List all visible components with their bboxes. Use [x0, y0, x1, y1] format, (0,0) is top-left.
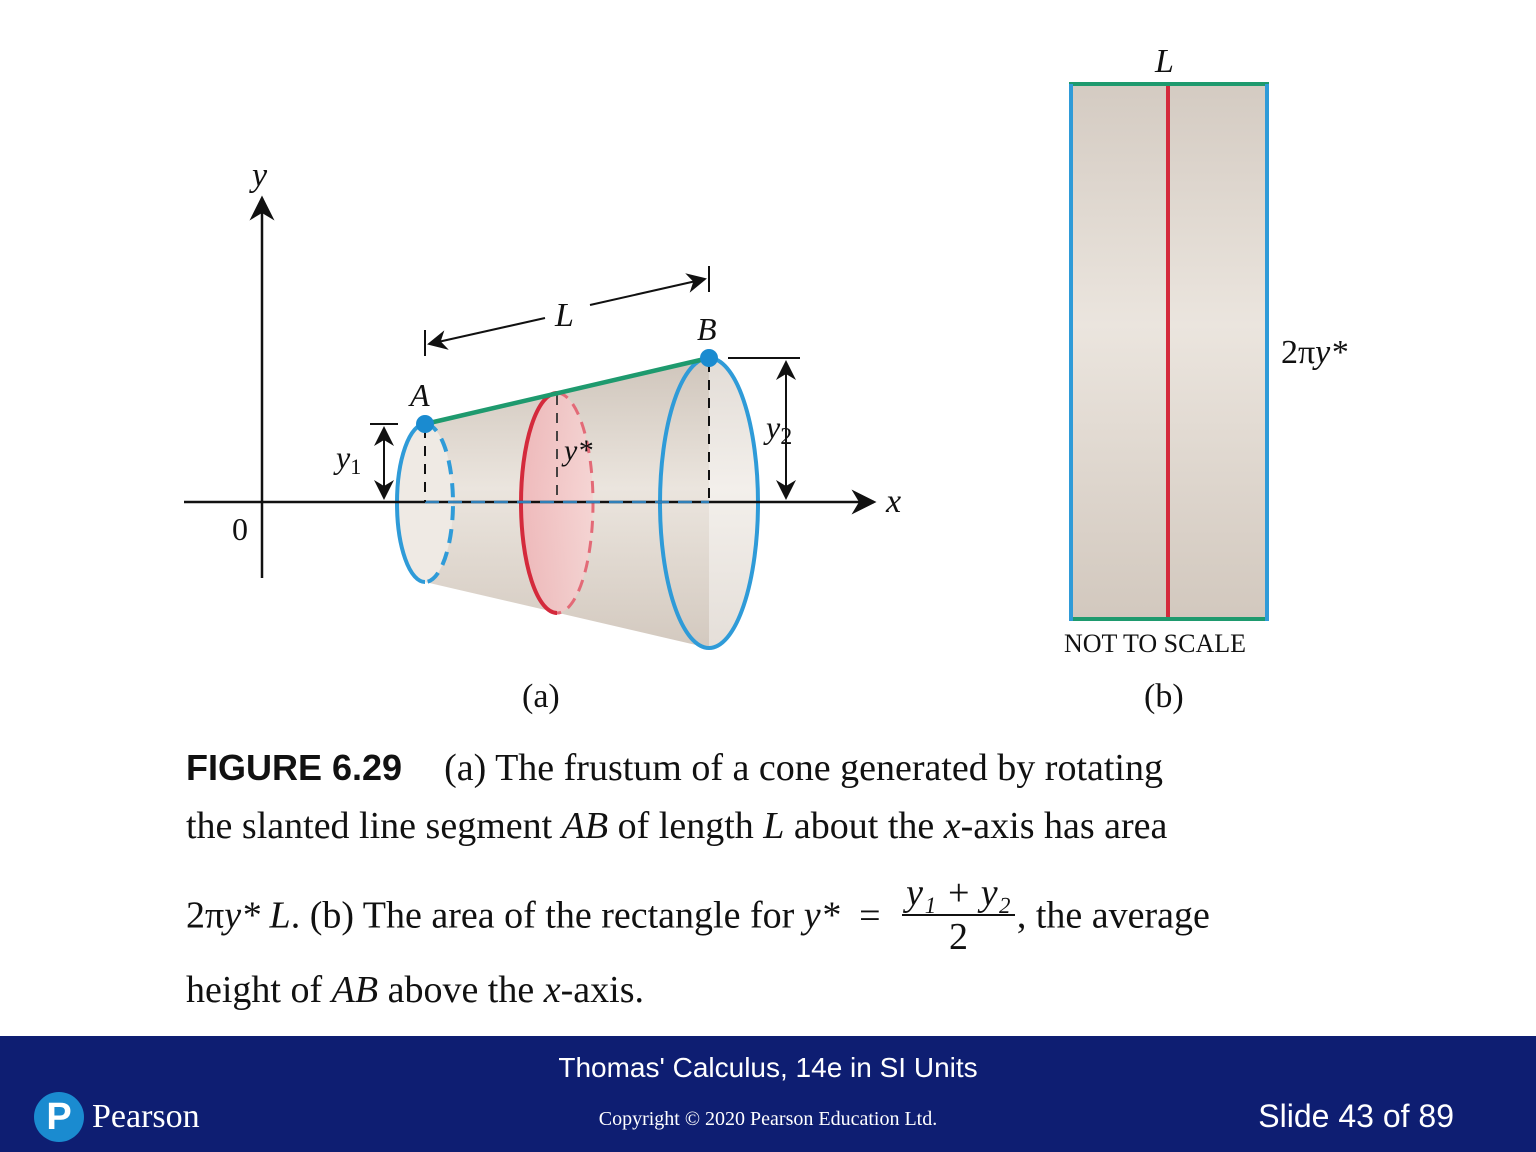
caption-text: the slanted line segment [186, 805, 562, 847]
y-axis-label: y [249, 157, 268, 194]
panel-a: y x 0 A B L [184, 157, 901, 715]
caption-math-2pi: 2π [186, 894, 225, 937]
fraction-denominator: 2 [948, 916, 968, 958]
length-arrow-left [427, 317, 546, 350]
fraction-numerator: y₁ + y₂ [902, 872, 1015, 916]
length-label: L [554, 297, 574, 334]
caption-math-ystar: y* [803, 894, 840, 937]
not-to-scale-note: NOT TO SCALE [1064, 629, 1246, 658]
point-b-dot [700, 349, 718, 367]
rect-top-label: L [1154, 43, 1174, 80]
copyright-notice: Copyright © 2020 Pearson Education Ltd. [598, 1108, 938, 1130]
caption-math-ystar-l: y* L [224, 894, 291, 937]
origin-label: 0 [232, 511, 248, 547]
caption-text: height of [186, 969, 332, 1011]
caption-line-2: the slanted line segment AB of length L … [186, 796, 1167, 856]
panel-b: L 2πy* NOT TO SCALE (b) [1064, 43, 1347, 715]
caption-line-1: FIGURE 6.29 (a) The frustum of a cone gen… [186, 738, 1163, 798]
y2-label: y2 [763, 409, 792, 450]
caption-math-ab: AB [331, 969, 379, 1011]
ystar-label: y* [561, 434, 592, 467]
length-arrow-right [589, 273, 707, 306]
caption-text: about the [784, 805, 944, 847]
caption-text-1: (a) The frustum of a cone generated by r… [444, 747, 1163, 789]
caption-text: . (b) The area of the rectangle for [290, 894, 804, 937]
caption-math-l: L [763, 805, 785, 847]
caption-math-x: x [543, 969, 561, 1011]
figure-number: FIGURE 6.29 [186, 747, 403, 788]
slide-canvas: y x 0 A B L [184, 43, 1347, 1020]
segment-ab [424, 355, 710, 427]
pearson-mark-letter: P [46, 1096, 72, 1138]
point-b-label: B [697, 311, 717, 347]
caption-text: of length [608, 805, 764, 847]
caption-text: -axis has area [960, 805, 1168, 847]
slide-footer: P Pearson Thomas' Calculus, 14e in SI Un… [0, 1036, 1536, 1152]
caption-math-x: x [943, 805, 961, 847]
pearson-logo: P Pearson [34, 1090, 200, 1144]
pearson-wordmark: Pearson [92, 1098, 200, 1135]
y1-label: y1 [333, 439, 361, 479]
x-axis-label: x [885, 483, 901, 520]
caption-line-4: height of AB above the x-axis. [186, 960, 644, 1020]
slide-counter: Slide 43 of 89 [1258, 1098, 1454, 1134]
caption-math-ab: AB [561, 805, 609, 847]
panel-b-label: (b) [1144, 678, 1184, 715]
average-height-fraction: y₁ + y₂ 2 [902, 872, 1015, 958]
figure-6-29: y x 0 A B L [184, 43, 1347, 715]
book-title: Thomas' Calculus, 14e in SI Units [558, 1052, 978, 1083]
point-a-label: A [408, 377, 430, 413]
left-rim-back [424, 422, 455, 584]
caption-equals: = [849, 894, 891, 937]
caption-line-3: 2πy* L. (b) The area of the rectangle fo… [186, 872, 1210, 962]
caption-text: , the average [1016, 894, 1210, 937]
caption-text: above the [378, 969, 544, 1011]
panel-a-label: (a) [522, 678, 560, 715]
pearson-mark-icon: P [34, 1092, 84, 1142]
caption-text: -axis. [560, 969, 644, 1011]
point-a-dot [416, 415, 434, 433]
rect-side-label: 2πy* [1281, 334, 1347, 371]
